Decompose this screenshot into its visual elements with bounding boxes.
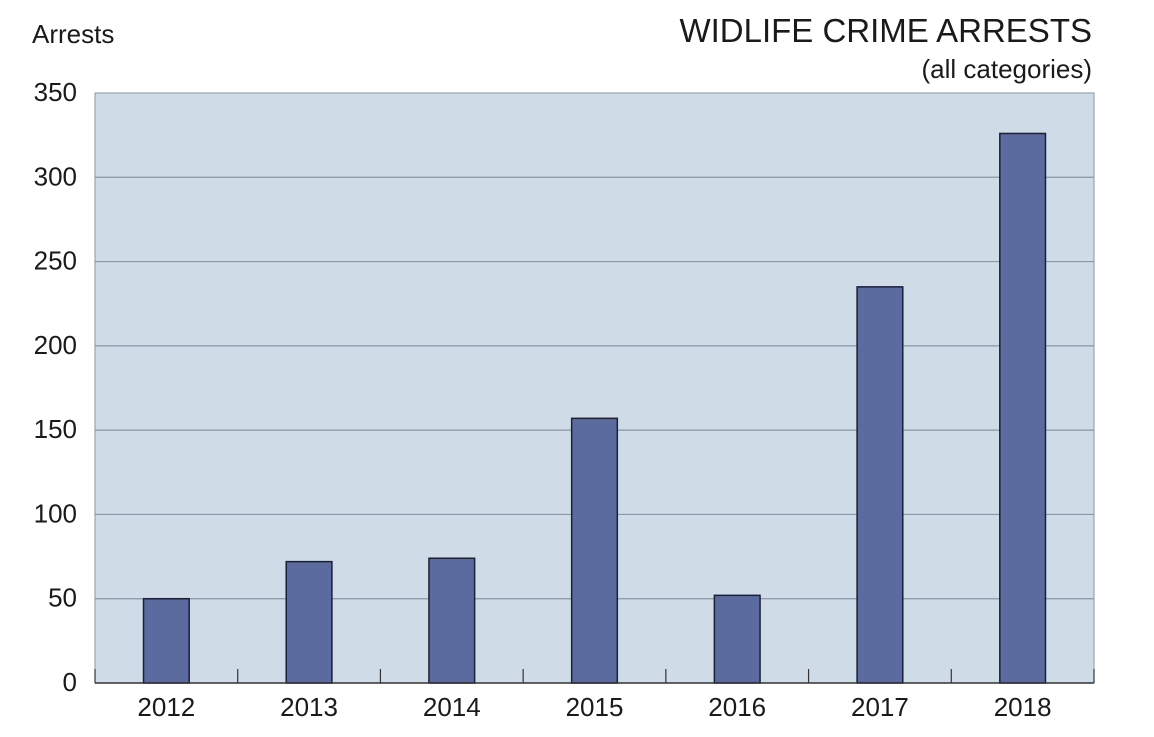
x-tick-label: 2017 (851, 692, 909, 722)
bar (570, 417, 619, 684)
x-tick-label: 2018 (994, 692, 1052, 722)
bar (428, 557, 476, 684)
x-tick-label: 2013 (280, 692, 338, 722)
y-tick-label: 50 (48, 583, 77, 613)
axes: 0 50 100 150 200 250 300 350 2012 2013 2014 2015 201… (34, 77, 1095, 722)
x-tick-label: 2015 (566, 692, 624, 722)
bar (856, 286, 904, 684)
bars (142, 132, 1047, 684)
chart-subtitle: (all categories) (921, 54, 1092, 84)
y-tick-label: 300 (34, 161, 77, 191)
y-tick-label: 250 (34, 246, 77, 276)
bar (285, 560, 333, 684)
y-tick-label: 0 (63, 667, 77, 697)
y-tick-label: 200 (34, 330, 77, 360)
x-tick-label: 2016 (708, 692, 766, 722)
chart-title: WIDLIFE CRIME ARRESTS (679, 12, 1092, 49)
y-tick-label: 100 (34, 498, 77, 528)
x-tick-label: 2014 (423, 692, 481, 722)
bar (142, 597, 190, 684)
x-tick-label: 2012 (137, 692, 195, 722)
y-tick-label: 350 (34, 77, 77, 107)
bar (713, 594, 761, 684)
y-axis-label: Arrests (32, 19, 114, 49)
y-tick-label: 150 (34, 414, 77, 444)
bar (999, 132, 1047, 684)
